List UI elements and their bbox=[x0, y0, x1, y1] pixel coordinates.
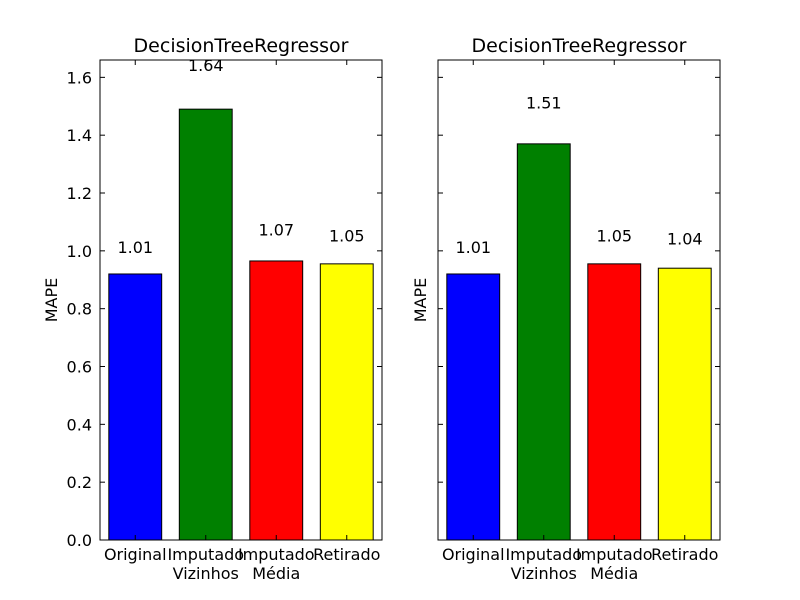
bar-2 bbox=[178, 108, 233, 541]
data-label: 1.07 bbox=[258, 221, 294, 240]
y-tick-label: 0.2 bbox=[67, 473, 92, 492]
data-label: 1.01 bbox=[455, 238, 491, 257]
bar-1 bbox=[108, 273, 163, 541]
data-label: 1.51 bbox=[526, 93, 562, 112]
bar-1 bbox=[446, 273, 501, 541]
chart-title: DecisionTreeRegressor bbox=[472, 35, 687, 57]
x-tick-label: Imputado bbox=[238, 545, 315, 564]
x-tick-label: Retirado bbox=[651, 545, 718, 564]
axes-frame bbox=[99, 59, 383, 541]
x-tick-label: Média bbox=[590, 564, 638, 583]
x-tick-label: Imputado bbox=[505, 545, 582, 564]
y-tick-label: 1.6 bbox=[67, 68, 92, 87]
y-tick-label: 0.0 bbox=[67, 531, 92, 550]
y-tick-label: 0.6 bbox=[67, 358, 92, 377]
y-tick-label: 1.0 bbox=[67, 242, 92, 261]
bar-3 bbox=[587, 263, 642, 541]
bar-2 bbox=[516, 143, 571, 541]
x-tick-label: Imputado bbox=[167, 545, 244, 564]
data-label: 1.64 bbox=[188, 56, 224, 75]
chart-panel-1: 1.01 1.64 1.07 1.05 0.0 0.2 0.4 0.6 0.8 1.0 1.2 1.4… bbox=[42, 35, 383, 583]
y-axis-label: MAPE bbox=[411, 278, 430, 323]
data-label: 1.01 bbox=[117, 238, 153, 257]
bar-4 bbox=[657, 267, 712, 541]
x-tick-label: Vizinhos bbox=[511, 564, 577, 583]
chart-title: DecisionTreeRegressor bbox=[134, 35, 349, 57]
data-label: 1.05 bbox=[329, 226, 365, 245]
bar-3 bbox=[249, 260, 304, 541]
x-tick-label: Original bbox=[104, 545, 167, 564]
data-label: 1.05 bbox=[596, 226, 632, 245]
x-tick-label: Vizinhos bbox=[173, 564, 239, 583]
x-tick-label: Imputado bbox=[576, 545, 653, 564]
data-label: 1.04 bbox=[667, 229, 703, 248]
x-tick-label: Retirado bbox=[313, 545, 380, 564]
y-axis-label: MAPE bbox=[42, 278, 61, 323]
bar-4 bbox=[319, 263, 374, 541]
y-tick-label: 1.2 bbox=[67, 184, 92, 203]
y-tick-label: 0.8 bbox=[67, 300, 92, 319]
x-tick-label: Original bbox=[442, 545, 505, 564]
y-tick-label: 0.4 bbox=[67, 415, 92, 434]
x-tick-label: Média bbox=[252, 564, 300, 583]
y-tick-label: 1.4 bbox=[67, 126, 92, 145]
axes-frame bbox=[437, 59, 721, 541]
